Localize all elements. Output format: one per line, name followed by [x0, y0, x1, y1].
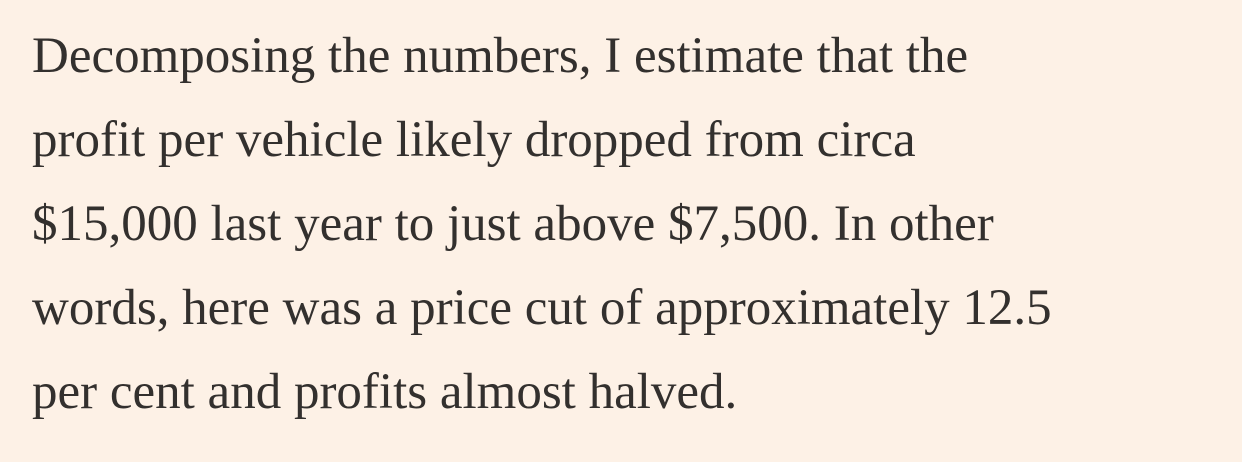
paragraph-line-3: $15,000 last year to just above $7,500. …	[32, 196, 994, 252]
paragraph-line-1: Decomposing the numbers, I estimate that…	[32, 28, 969, 84]
paragraph-line-2: profit per vehicle likely dropped from c…	[32, 112, 916, 168]
article-paragraph: Decomposing the numbers, I estimate that…	[32, 14, 1222, 434]
paragraph-line-4: words, here was a price cut of approxima…	[32, 280, 1052, 336]
paragraph-line-5: per cent and profits almost halved.	[32, 364, 738, 420]
